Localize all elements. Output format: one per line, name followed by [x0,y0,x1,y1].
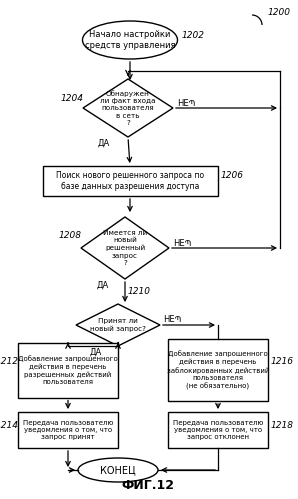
Polygon shape [76,304,160,346]
Text: 1210: 1210 [128,287,151,296]
Text: 1208: 1208 [59,232,82,241]
Text: НЕՊ: НЕՊ [177,98,195,107]
Text: 1218: 1218 [271,421,294,430]
Polygon shape [81,217,169,279]
Text: 1202: 1202 [181,30,204,39]
Text: Принят ли
новый запрос?: Принят ли новый запрос? [90,318,146,332]
Text: ФИГ.12: ФИГ.12 [122,479,175,492]
FancyBboxPatch shape [18,342,118,398]
Text: НЕՊ: НЕՊ [173,239,191,248]
Ellipse shape [78,458,158,482]
Text: 1204: 1204 [61,93,84,102]
Text: Добавление запрошенного
действия в перечень
разрешенных действий
пользователя: Добавление запрошенного действия в переч… [18,355,118,385]
Text: 1214: 1214 [0,421,19,430]
Text: Имеется ли
новый
решенный
запрос
?: Имеется ли новый решенный запрос ? [103,230,147,266]
Polygon shape [83,79,173,137]
Text: Начало настройки
средств управления: Начало настройки средств управления [85,30,175,50]
Text: 1216: 1216 [271,357,294,366]
Text: КОНЕЦ: КОНЕЦ [100,465,136,475]
Text: 1206: 1206 [221,172,243,181]
Text: ДА: ДА [90,347,102,356]
Ellipse shape [83,21,178,59]
Text: НЕՊ: НЕՊ [163,315,181,324]
Text: ДА: ДА [98,139,110,148]
Text: 1200: 1200 [268,7,291,16]
FancyBboxPatch shape [168,339,268,401]
Text: ДА: ДА [97,280,109,289]
FancyBboxPatch shape [43,166,218,196]
Text: 1212: 1212 [0,357,19,366]
Text: Обнаружен
ли факт входа
пользователя
в сеть
?: Обнаружен ли факт входа пользователя в с… [100,90,156,126]
Text: Передача пользователю
уведомления о том, что
запрос принят: Передача пользователю уведомления о том,… [23,420,113,440]
Text: Передача пользователю
уведомления о том, что
запрос отклонен: Передача пользователю уведомления о том,… [173,420,263,440]
Text: Поиск нового решенного запроса по
базе данных разрешения доступа: Поиск нового решенного запроса по базе д… [56,171,204,191]
FancyBboxPatch shape [168,412,268,448]
Text: Добавление запрошенного
действия в перечень
заблокированных действий
пользовател: Добавление запрошенного действия в переч… [167,350,269,390]
FancyBboxPatch shape [18,412,118,448]
